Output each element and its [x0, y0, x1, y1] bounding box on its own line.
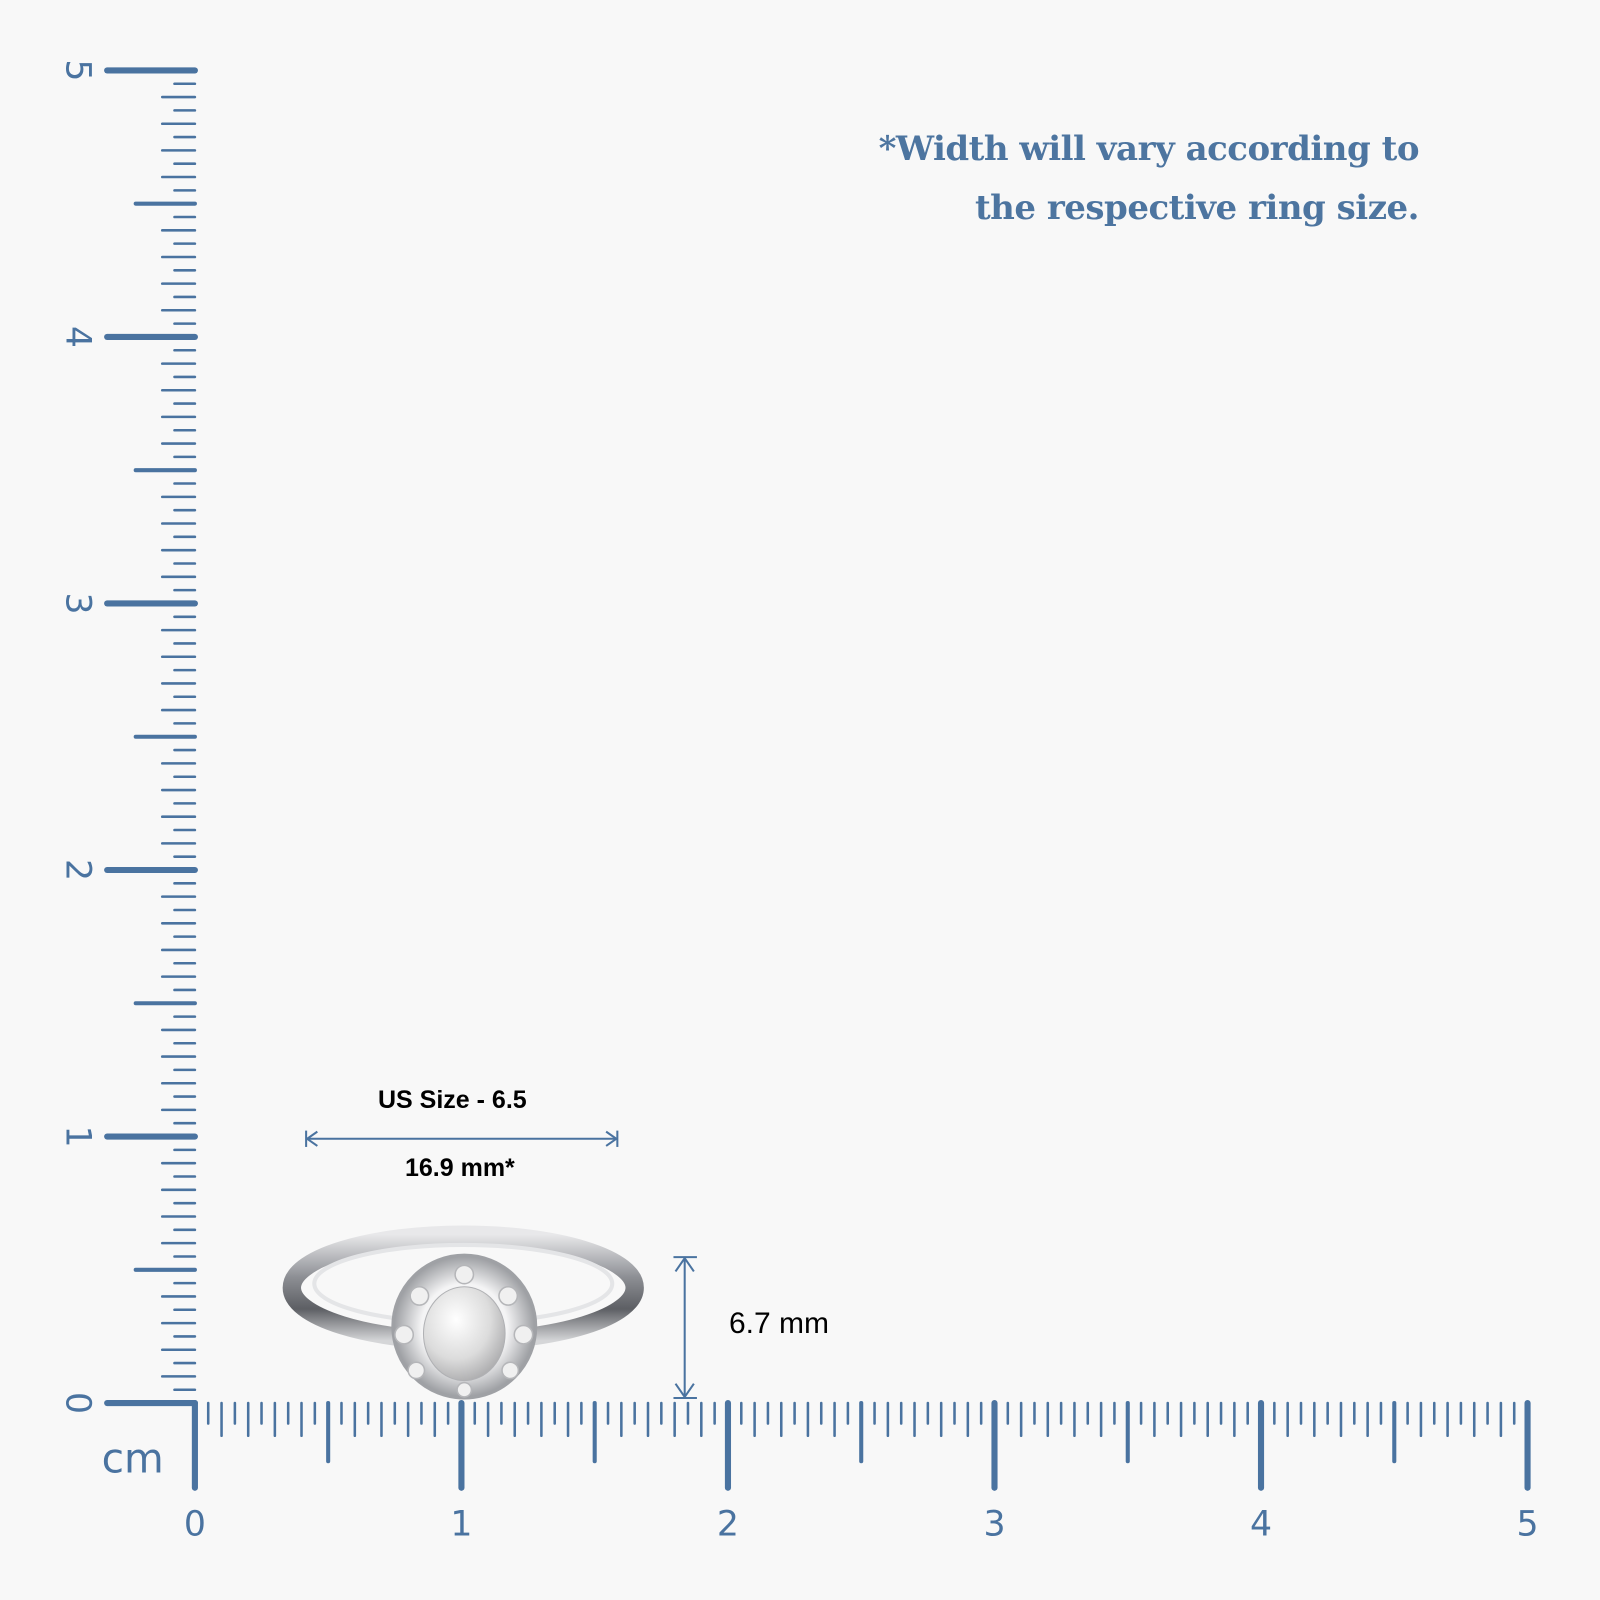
- x-tick-label: 3: [983, 1505, 1005, 1545]
- y-tick-label: 1: [57, 1125, 97, 1147]
- height-dimension-arrow: [673, 1256, 697, 1399]
- ring-image: [282, 1225, 644, 1400]
- width-dimension-arrow: [305, 1130, 619, 1147]
- note-line-2: the respective ring size.: [974, 188, 1420, 228]
- ring-height-label: 6.7 mm: [729, 1307, 830, 1340]
- x-tick-label: 0: [184, 1505, 206, 1545]
- x-tick-label: 1: [450, 1505, 472, 1545]
- vertical-ruler: [104, 67, 198, 1407]
- ring-size-label: US Size - 6.5: [378, 1086, 527, 1114]
- x-tick-label: 5: [1517, 1505, 1539, 1545]
- y-tick-label: 0: [57, 1392, 97, 1414]
- width-disclaimer-note: *Width will vary according to the respec…: [878, 120, 1420, 238]
- x-tick-label: 2: [717, 1505, 739, 1545]
- ring-width-label: 16.9 mm*: [405, 1154, 515, 1182]
- note-line-1: *Width will vary according to: [878, 129, 1420, 169]
- y-axis-labels: 0 1 2 3 4 5: [57, 59, 97, 1414]
- y-tick-label: 5: [57, 59, 97, 81]
- x-axis-labels: 0 1 2 3 4 5: [184, 1505, 1539, 1545]
- unit-label: cm: [102, 1434, 164, 1482]
- horizontal-ruler: [191, 1400, 1531, 1491]
- x-tick-label: 4: [1250, 1505, 1272, 1545]
- y-tick-label: 3: [57, 592, 97, 614]
- y-tick-label: 2: [57, 859, 97, 881]
- y-tick-label: 4: [57, 326, 97, 348]
